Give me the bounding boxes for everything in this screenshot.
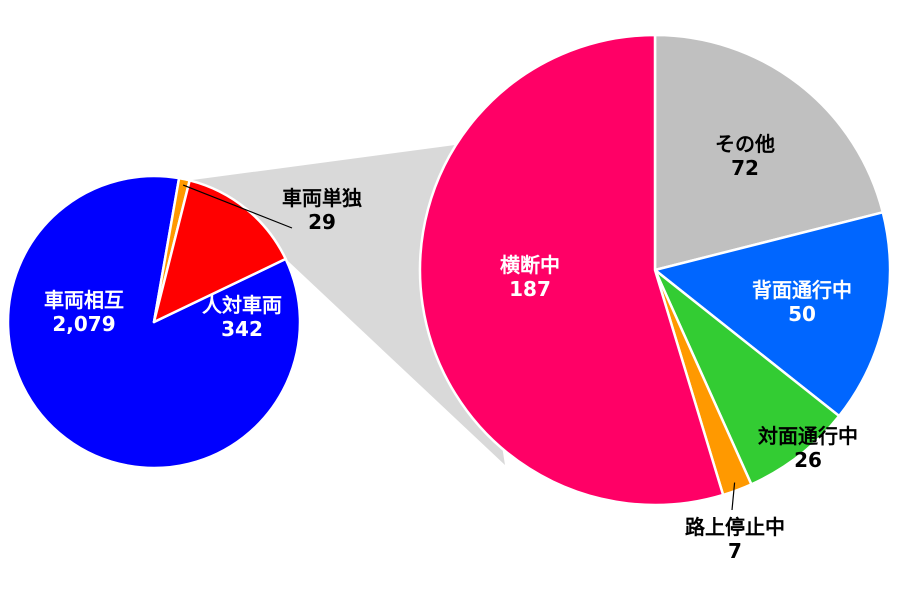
main-pie (6, 174, 302, 470)
breakdown-pie-slice-0 (653, 33, 885, 272)
breakdown-label-0-name: その他 (715, 132, 775, 156)
breakdown-label-3-name: 路上停止中 (685, 515, 785, 539)
main-pie-slice-2 (152, 179, 287, 324)
main-label-1-value: 29 (308, 210, 336, 234)
breakdown-label-3-value: 7 (728, 539, 742, 563)
leader-line-single-vehicle (182, 184, 293, 229)
breakdown-label-2-value: 26 (794, 448, 822, 472)
breakdown-pie-slice-4 (418, 33, 725, 507)
breakdown-label-4-name: 横断中 (500, 253, 560, 277)
main-label-0-value: 2,079 (52, 312, 115, 336)
leader-line-stopped (731, 482, 736, 511)
breakdown-label-0-value: 72 (731, 156, 759, 180)
main-label-2-value: 342 (221, 317, 263, 341)
breakdown-pie-slice-1 (653, 211, 892, 418)
main-label-1-name: 車両単独 (282, 186, 362, 210)
breakdown-label-1-name: 背面通行中 (752, 278, 852, 302)
leader-lines (182, 184, 736, 511)
main-label-2-name: 人対車両 (202, 293, 282, 317)
breakdown-label-2-name: 対面通行中 (757, 424, 858, 448)
breakdown-pie-slice-2 (653, 268, 841, 486)
main-label-0-name: 車両相互 (44, 288, 124, 312)
breakdown-pie (418, 33, 892, 507)
breakdown-label-4-value: 187 (509, 277, 551, 301)
breakdown-label-1-value: 50 (788, 302, 816, 326)
